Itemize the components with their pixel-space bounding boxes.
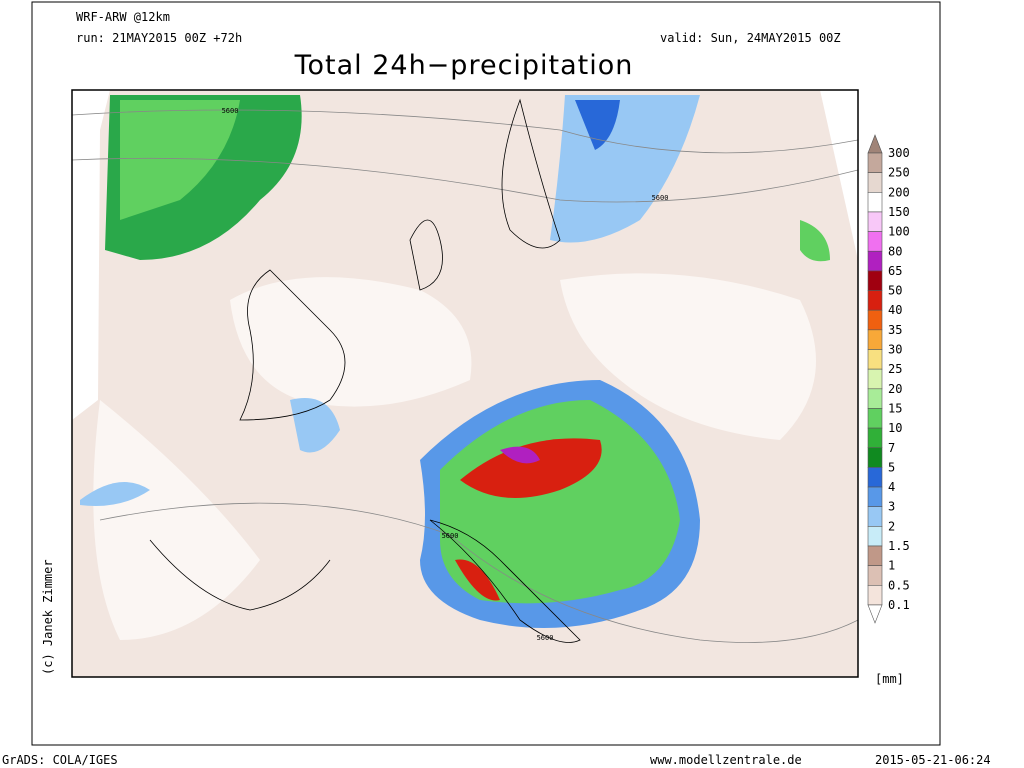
dry-area bbox=[560, 273, 816, 440]
valid-label: valid: Sun, 24MAY2015 00Z bbox=[660, 31, 841, 45]
colorbar-box bbox=[867, 172, 883, 193]
colorbar-label: 300 bbox=[888, 146, 910, 160]
colorbar-box bbox=[867, 388, 883, 409]
colorbar-box bbox=[867, 486, 883, 507]
colorbar-box bbox=[867, 467, 883, 488]
colorbar-label: 4 bbox=[888, 480, 895, 494]
colorbar-box bbox=[867, 192, 883, 213]
colorbar-box bbox=[867, 152, 883, 173]
contours bbox=[72, 109, 858, 643]
colorbar-box bbox=[867, 584, 883, 606]
colorbar-box bbox=[867, 231, 883, 252]
colorbar-box bbox=[867, 290, 883, 311]
colorbar-label: 5 bbox=[888, 460, 895, 474]
colorbar-label: 1.5 bbox=[888, 539, 910, 553]
rain-area bbox=[290, 398, 340, 453]
colorbar-box bbox=[867, 565, 883, 586]
colorbar-box bbox=[867, 211, 883, 232]
colorbar-box bbox=[867, 427, 883, 449]
colorbar-label: 20 bbox=[888, 382, 902, 396]
colorbar-label: 200 bbox=[888, 185, 910, 199]
colorbar-label: 250 bbox=[888, 166, 910, 180]
timestamp: 2015-05-21-06:24 bbox=[875, 753, 991, 767]
credit: (c) Janek Zimmer bbox=[41, 559, 55, 675]
colorbar-label: 50 bbox=[888, 284, 902, 298]
colorbar-label: 10 bbox=[888, 421, 902, 435]
rain-area bbox=[80, 482, 150, 506]
colorbar-label: 40 bbox=[888, 303, 902, 317]
colorbar-box bbox=[867, 545, 883, 566]
colorbar-label: 35 bbox=[888, 323, 902, 337]
colorbar-box bbox=[867, 329, 883, 350]
colorbar-label: 7 bbox=[888, 441, 895, 455]
rain-area bbox=[800, 220, 830, 262]
colorbar-box bbox=[867, 309, 883, 331]
colorbar-label: 3 bbox=[888, 500, 895, 514]
colorbar-label: 65 bbox=[888, 264, 902, 278]
colorbar-label: 30 bbox=[888, 343, 902, 357]
unit-label: [mm] bbox=[875, 672, 904, 686]
map: 5600 5600 5600 5600 bbox=[71, 89, 859, 678]
colorbar-label: 0.1 bbox=[888, 598, 910, 612]
website: www.modellzentrale.de bbox=[650, 753, 802, 767]
colorbar-box bbox=[867, 270, 883, 291]
run-label: run: 21MAY2015 00Z +72h bbox=[76, 31, 242, 45]
colorbar-label: 15 bbox=[888, 401, 902, 415]
colorbar-box bbox=[867, 506, 883, 527]
colorbar-label: 150 bbox=[888, 205, 910, 219]
colorbar-label: 25 bbox=[888, 362, 902, 376]
colorbar-box bbox=[867, 408, 883, 429]
contour-label: 5600 bbox=[222, 107, 239, 115]
contour-label: 5600 bbox=[442, 532, 459, 540]
colorbar-cap bbox=[867, 604, 883, 624]
rain-area bbox=[455, 559, 500, 601]
dry-area bbox=[93, 400, 260, 640]
colorbar: 300 250 200 150 100 80 65 50 40 35 30 25 20 15 10 7 5 4 3 2… bbox=[867, 134, 910, 624]
outside-domain bbox=[72, 90, 110, 420]
rain-area bbox=[500, 446, 540, 464]
model-label: WRF-ARW @12km bbox=[76, 10, 170, 24]
rain-area bbox=[460, 438, 602, 498]
rain-area bbox=[575, 100, 620, 150]
colorbar-box bbox=[867, 349, 883, 370]
contour-label: 5600 bbox=[652, 194, 669, 202]
colorbar-box bbox=[867, 447, 883, 468]
colorbar-cap bbox=[867, 134, 883, 154]
colorbar-box bbox=[867, 368, 883, 390]
colorbar-label: 80 bbox=[888, 244, 902, 258]
colorbar-label: 2 bbox=[888, 519, 895, 533]
dry-area bbox=[230, 277, 472, 407]
frame bbox=[31, 1, 941, 746]
colorbar-label: 1 bbox=[888, 559, 895, 573]
colorbar-label: 100 bbox=[888, 225, 910, 239]
software-label: GrADS: COLA/IGES bbox=[2, 753, 118, 767]
title: Total 24h−precipitation bbox=[294, 50, 634, 81]
contour-label: 5600 bbox=[537, 634, 554, 642]
colorbar-box bbox=[867, 250, 883, 272]
map-border bbox=[71, 89, 859, 678]
rain-area bbox=[550, 95, 700, 243]
rain-area bbox=[440, 400, 680, 604]
rain-area bbox=[120, 100, 240, 220]
colorbar-box bbox=[867, 526, 883, 547]
colorbar-label: 0.5 bbox=[888, 578, 910, 592]
coastlines bbox=[149, 98, 581, 643]
